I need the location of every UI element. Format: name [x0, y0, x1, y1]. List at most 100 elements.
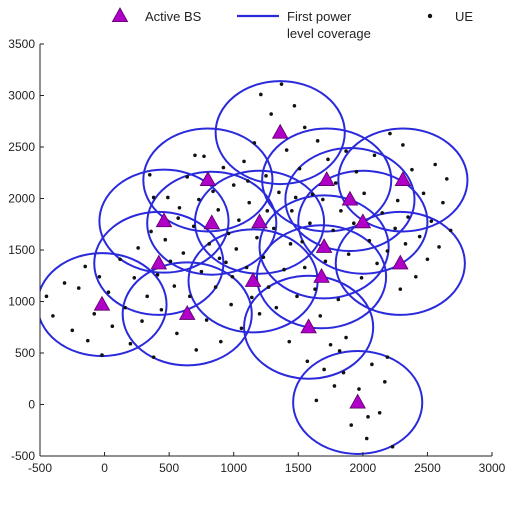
ue-point — [385, 355, 390, 359]
ue-point — [341, 370, 346, 375]
legend-label-coverage: First power — [287, 9, 352, 24]
ue-point — [310, 192, 315, 197]
ue-point — [421, 191, 426, 196]
ue-point — [176, 216, 180, 220]
ue-point — [274, 305, 279, 310]
ue-point — [403, 242, 408, 246]
ue-point — [282, 267, 286, 272]
ue-point — [314, 398, 319, 403]
ue-point — [217, 256, 222, 261]
ue-point — [344, 149, 348, 153]
y-tick-label: 2500 — [8, 140, 35, 154]
ue-point — [406, 215, 410, 219]
ue-point — [166, 195, 170, 200]
ue-point — [305, 359, 310, 364]
coverage-circle — [261, 127, 393, 233]
ue-point — [277, 190, 281, 195]
x-tick-label: 0 — [101, 461, 108, 475]
ue-point — [219, 339, 223, 344]
ue-point — [393, 226, 397, 231]
ue-point — [395, 198, 400, 203]
ue-point — [388, 131, 392, 136]
ue-point — [332, 384, 337, 388]
x-tick-label: 2000 — [350, 461, 377, 475]
bs-markers — [93, 123, 412, 409]
ue-point — [313, 287, 317, 291]
ue-point — [308, 221, 312, 226]
coverage-circle — [214, 80, 346, 186]
ue-point — [433, 162, 437, 167]
ue-point — [197, 197, 201, 202]
ue-point — [76, 286, 81, 290]
ue-point — [244, 265, 249, 270]
legend: Active BS First power level coverage UE — [111, 7, 473, 41]
coverage-circle — [255, 224, 388, 330]
bs-marker — [244, 272, 262, 287]
y-tick-label: 0 — [28, 398, 35, 412]
ue-point — [62, 281, 67, 285]
ue-point — [344, 335, 348, 340]
ue-point — [70, 328, 75, 333]
ue-point — [132, 276, 137, 280]
ue-point — [293, 195, 298, 200]
ue-point — [110, 324, 115, 329]
ue-point — [337, 349, 342, 353]
ue-point — [288, 242, 293, 246]
legend-bs-symbol — [111, 7, 129, 23]
ue-points — [44, 82, 453, 449]
ue-point — [177, 205, 182, 210]
ue-point — [295, 294, 299, 299]
bs-marker — [354, 213, 372, 229]
legend-label-ue: UE — [455, 9, 473, 24]
ue-point — [51, 314, 55, 318]
y-tick-label: 2000 — [8, 192, 35, 206]
ue-point — [85, 338, 90, 343]
ue-point — [375, 261, 379, 266]
ue-point — [383, 380, 387, 384]
ue-point — [437, 245, 441, 249]
ue-point — [213, 285, 218, 289]
ue-point — [136, 246, 140, 250]
ue-point — [429, 219, 434, 223]
ue-point — [202, 154, 206, 159]
x-tick-label: 1500 — [285, 461, 312, 475]
x-tick-label: 1000 — [220, 461, 247, 475]
y-tick-label: 1000 — [8, 295, 35, 309]
ue-point — [322, 367, 326, 372]
ue-point — [199, 269, 204, 274]
ue-point — [354, 169, 359, 174]
ue-point — [252, 141, 257, 145]
ue-point — [425, 257, 430, 262]
ue-point — [401, 143, 405, 147]
y-tick-label: 1500 — [8, 243, 35, 257]
ue-point — [224, 260, 228, 265]
ue-point — [246, 179, 250, 183]
ue-point — [290, 209, 294, 213]
ue-point — [292, 104, 297, 108]
ue-point — [185, 175, 190, 179]
coverage-circle — [98, 168, 230, 274]
coverage-circle — [284, 147, 416, 253]
ue-point — [445, 177, 449, 181]
legend-ue-symbol — [427, 13, 433, 19]
bs-marker — [251, 213, 268, 229]
x-tick-label: 2500 — [414, 461, 441, 475]
ue-point — [247, 200, 252, 205]
ue-point — [194, 348, 199, 352]
coverage-circle — [334, 210, 466, 316]
ue-point — [331, 228, 335, 233]
x-tick-label: 500 — [159, 461, 179, 475]
ue-point — [357, 387, 361, 391]
ue-point — [151, 355, 156, 359]
ue-point — [234, 247, 239, 251]
ue-point — [380, 211, 385, 215]
coverage-circle — [292, 349, 424, 455]
ue-point — [302, 265, 307, 270]
ue-point — [333, 181, 338, 185]
ue-point — [323, 259, 328, 264]
coverage-circle — [337, 127, 469, 233]
ue-point — [362, 191, 366, 196]
ue-point — [261, 255, 266, 260]
coverage-circle — [297, 169, 429, 275]
ue-point — [326, 157, 330, 162]
